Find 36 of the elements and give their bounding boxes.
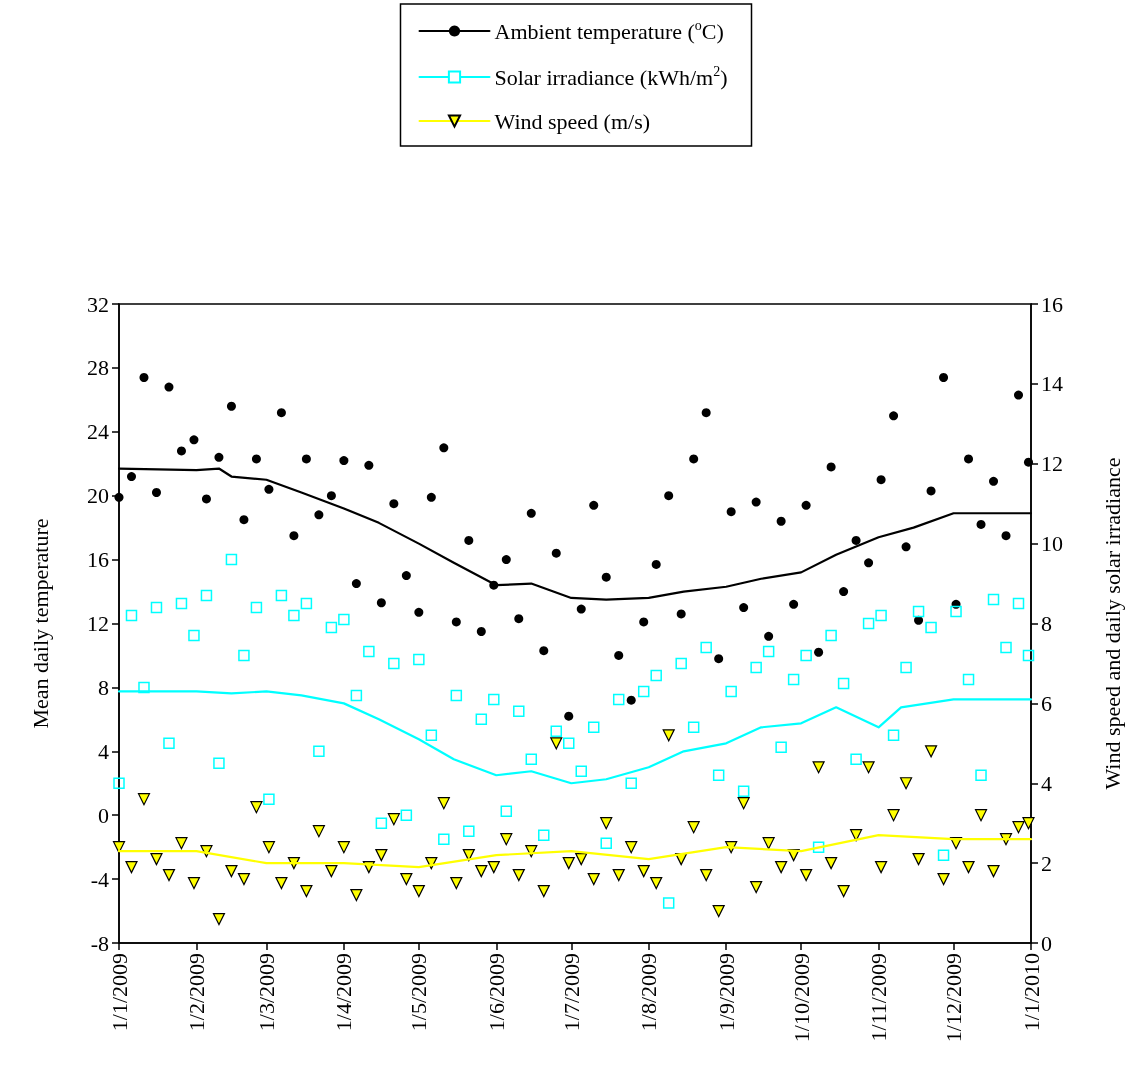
y2-tick-label: 0: [1041, 930, 1052, 956]
y2-tick-label: 10: [1041, 531, 1063, 557]
y-tick-label: 12: [87, 611, 109, 636]
x-tick-label: 1/6/2009: [483, 953, 509, 1032]
y-tick-label: 16: [87, 547, 109, 573]
x-tick-label: 1/2/2009: [183, 953, 209, 1032]
y2-tick-label: 16: [1041, 291, 1063, 317]
y2-tick-label: 6: [1041, 690, 1052, 716]
y-axis-title: Mean daily temperature: [27, 518, 53, 729]
y2-tick-label: 12: [1041, 451, 1063, 477]
x-tick-label: 1/3/2009: [253, 953, 279, 1032]
y-tick-label: 32: [87, 291, 109, 317]
y-tick-label: 4: [98, 738, 109, 764]
y2-tick-label: 2: [1041, 850, 1052, 876]
x-tick-label: 1/8/2009: [636, 953, 662, 1032]
x-tick-label: 1/10/2009: [788, 953, 814, 1043]
y-tick-label: 0: [98, 802, 109, 828]
y-tick-label: 8: [98, 674, 109, 700]
x-tick-label: 1/1/2010: [1018, 953, 1044, 1032]
x-tick-label: 1/7/2009: [558, 953, 584, 1032]
x-tick-label: 1/11/2009: [866, 953, 892, 1042]
y2-axis-title: Wind speed and daily solar irradiance: [1099, 457, 1125, 790]
x-tick-label: 1/1/2009: [106, 953, 132, 1032]
y2-tick-label: 8: [1041, 611, 1052, 636]
y-tick-label: 24: [87, 419, 109, 445]
legend-label: Wind speed (m/s): [494, 108, 651, 134]
x-tick-label: 1/12/2009: [941, 953, 967, 1043]
y-tick-label: -8: [90, 930, 109, 956]
x-tick-label: 1/4/2009: [331, 953, 357, 1032]
y2-tick-label: 14: [1041, 371, 1063, 397]
y-tick-label: 28: [87, 355, 109, 381]
x-tick-label: 1/5/2009: [406, 953, 432, 1032]
y-tick-label: 20: [87, 483, 109, 509]
x-tick-label: 1/9/2009: [713, 953, 739, 1032]
y-tick-label: -4: [90, 866, 109, 892]
y2-tick-label: 4: [1041, 770, 1052, 796]
